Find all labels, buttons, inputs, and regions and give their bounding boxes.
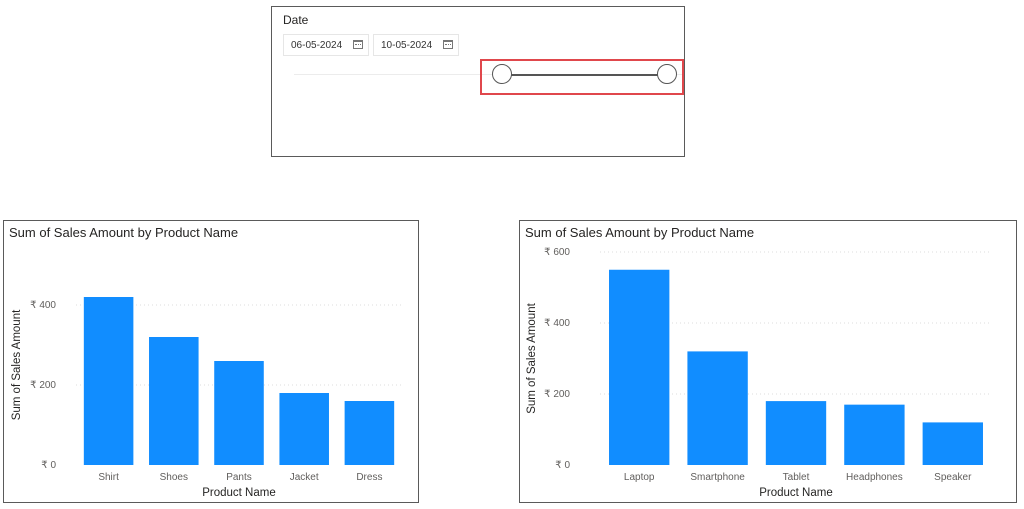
bar [149, 337, 199, 465]
chart-title: Sum of Sales Amount by Product Name [9, 225, 239, 240]
calendar-icon[interactable] [443, 40, 453, 49]
bar [214, 361, 264, 465]
x-tick-label: Speaker [934, 472, 972, 483]
sales-chart-electronics: Sum of Sales Amount by Product Name ₹ 0 ₹… [519, 220, 1017, 503]
bar [83, 297, 134, 465]
bar-chart-svg: ₹ 0 ₹ 200 ₹ 400 ₹ 600 Laptop Smartphone Tablet… [526, 247, 992, 499]
x-tick-label: Pants [226, 472, 252, 483]
y-tick-label: ₹ 400 [544, 318, 570, 329]
x-tick-label: Dress [356, 472, 382, 483]
x-tick-label: Shoes [160, 472, 188, 483]
bar [609, 269, 670, 465]
chart-title: Sum of Sales Amount by Product Name [525, 225, 755, 240]
slider-highlight-box [480, 59, 684, 95]
y-tick-label: ₹ 0 [41, 460, 56, 471]
slicer-title: Date [283, 13, 309, 27]
end-date-input[interactable]: 10-05-2024 [373, 34, 459, 56]
bar [765, 401, 827, 465]
y-tick-label: ₹ 200 [30, 380, 56, 391]
x-tick-label: Jacket [290, 472, 319, 483]
y-tick-label: ₹ 200 [544, 389, 570, 400]
date-range-slider-track[interactable] [502, 74, 668, 76]
y-tick-label: ₹ 0 [555, 460, 570, 471]
bar [844, 404, 905, 465]
y-axis-title: Sum of Sales Amount [11, 309, 23, 420]
range-end-handle[interactable] [657, 64, 677, 84]
y-tick-label: ₹ 400 [30, 300, 56, 311]
bar [344, 401, 395, 465]
bar [687, 351, 748, 465]
x-tick-label: Tablet [783, 472, 810, 483]
start-date-input[interactable]: 06-05-2024 [283, 34, 369, 56]
bar-chart-svg: ₹ 0 ₹ 200 ₹ 400 Shirt Shoes Pants Jacket Dress P… [11, 297, 402, 499]
x-tick-label: Laptop [624, 472, 655, 483]
x-tick-label: Shirt [98, 472, 119, 483]
end-date-value: 10-05-2024 [381, 39, 433, 51]
range-start-handle[interactable] [492, 64, 512, 84]
sales-chart-clothing: Sum of Sales Amount by Product Name ₹ 0 ₹… [3, 220, 419, 503]
slider-track-background [294, 74, 684, 75]
bar [279, 393, 329, 465]
start-date-value: 06-05-2024 [291, 39, 343, 51]
x-axis-title: Product Name [759, 487, 833, 499]
bar [922, 422, 983, 465]
calendar-icon[interactable] [353, 40, 363, 49]
x-axis-title: Product Name [202, 487, 276, 499]
x-tick-label: Smartphone [690, 472, 745, 483]
date-slicer: Date 06-05-2024 10-05-2024 [271, 6, 685, 157]
y-axis-title: Sum of Sales Amount [526, 302, 538, 413]
x-tick-label: Headphones [846, 472, 903, 483]
y-tick-label: ₹ 600 [544, 247, 570, 258]
